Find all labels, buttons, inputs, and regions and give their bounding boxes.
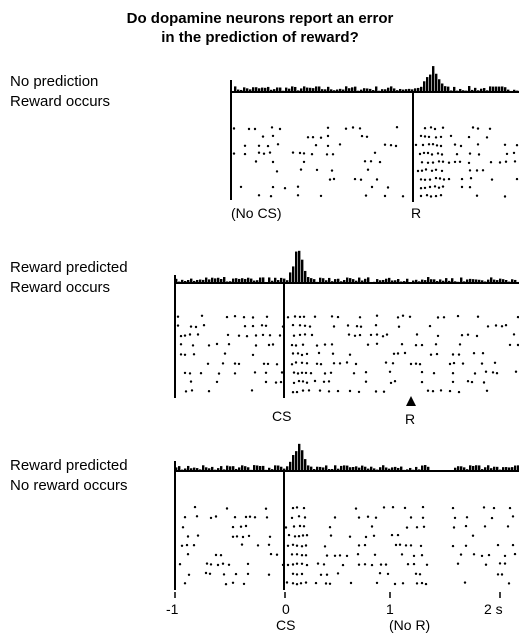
panel2-condition-line2: Reward occurs — [10, 279, 111, 296]
event-markers — [174, 396, 501, 598]
panel1-condition-line1: No prediction — [10, 73, 99, 90]
time-tick-0: 0 — [282, 601, 290, 617]
panel1-reward-label: R — [411, 205, 422, 221]
panel3-histogram — [174, 443, 519, 590]
panel1-condition-line2: Reward occurs — [10, 93, 111, 110]
panel3-condition-line2: No reward occurs — [10, 477, 128, 494]
panel1-cs-label: (No CS) — [231, 205, 282, 221]
axis-no-reward-label: (No R) — [389, 617, 431, 633]
axis-cs-label: CS — [276, 617, 296, 633]
time-tick-minus1: -1 — [166, 601, 179, 617]
panel2-histogram — [174, 250, 519, 398]
panel3-raster — [178, 505, 517, 586]
time-tick-2s: 2 s — [484, 601, 503, 617]
panel1-histogram — [230, 66, 519, 202]
figure-title-line2: in the prediction of reward? — [161, 29, 359, 46]
panel1-raster — [232, 126, 519, 198]
time-tick-1: 1 — [386, 601, 394, 617]
panel2-cs-label: CS — [272, 408, 292, 424]
figure-title-line1: Do dopamine neurons report an error — [126, 10, 394, 27]
panel3-condition-line1: Reward predicted — [10, 457, 128, 474]
panel2-raster — [176, 314, 519, 394]
panel2-condition-line1: Reward predicted — [10, 259, 128, 276]
panel2-reward-label: R — [405, 411, 416, 427]
